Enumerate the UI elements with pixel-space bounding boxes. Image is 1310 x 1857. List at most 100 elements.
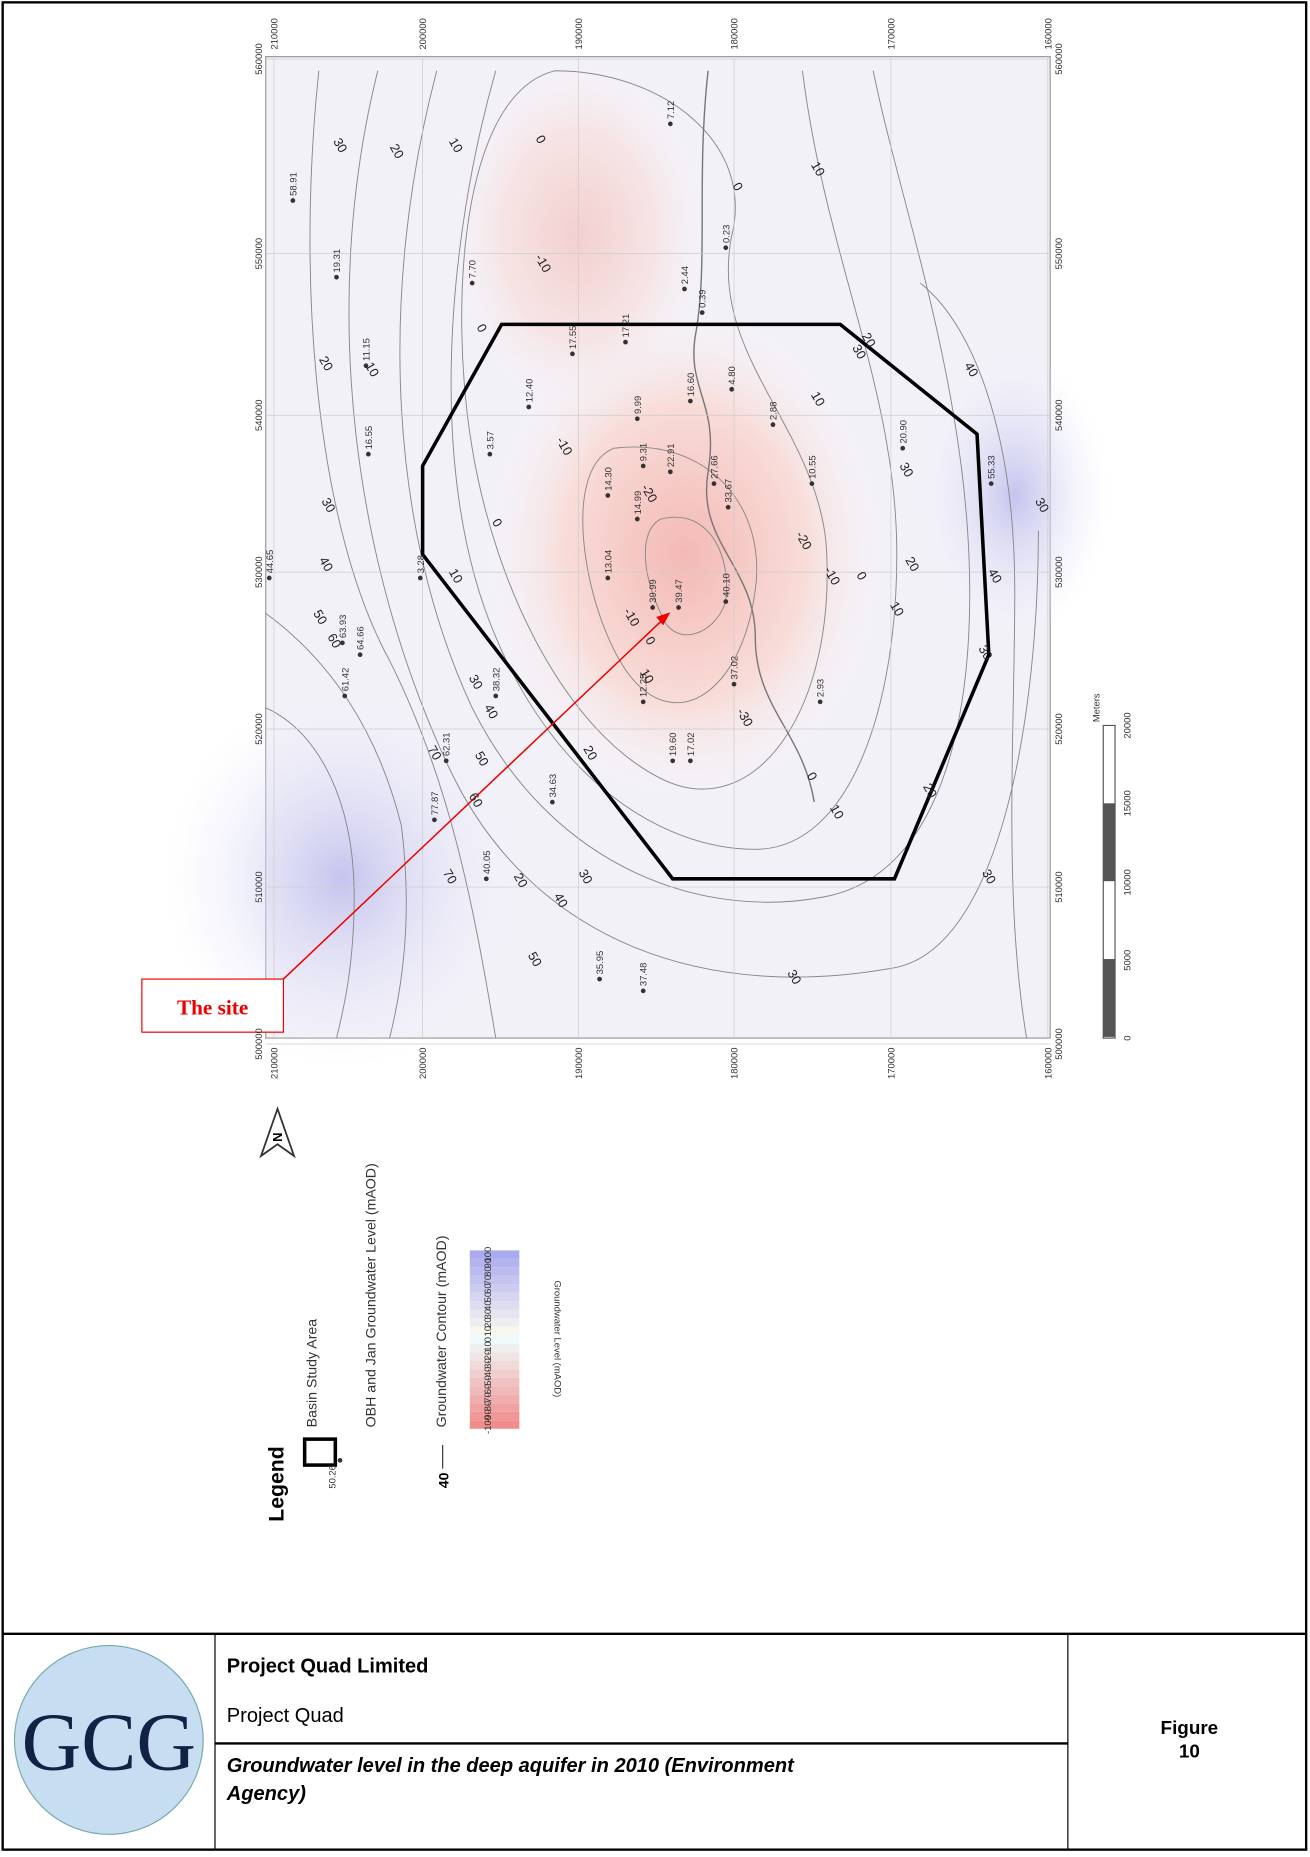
colorbar-cell xyxy=(470,1301,520,1309)
well xyxy=(635,517,640,522)
legend-item: Groundwater Contour (mAOD) xyxy=(433,1236,449,1428)
colorbar-cell xyxy=(470,1310,520,1318)
well xyxy=(641,989,646,994)
well xyxy=(432,817,437,822)
colorbar-cell xyxy=(470,1318,520,1326)
north-arrow: N xyxy=(261,1109,294,1156)
well-label: 3.28 xyxy=(415,555,426,573)
easting-label: 530000 xyxy=(1053,556,1064,587)
well xyxy=(650,605,655,610)
northing-label: 200000 xyxy=(417,18,428,49)
northing-label: 160000 xyxy=(1042,1048,1053,1079)
easting-label: 550000 xyxy=(1053,238,1064,269)
well xyxy=(358,652,363,657)
well-label: 35.95 xyxy=(594,951,605,975)
well-label: 17.02 xyxy=(685,733,696,757)
well xyxy=(493,694,498,699)
svg-text:N: N xyxy=(270,1132,285,1141)
northing-label: 190000 xyxy=(573,1048,584,1079)
well-label: 14.30 xyxy=(602,467,613,491)
well-label: 33.67 xyxy=(723,479,734,503)
well xyxy=(267,576,272,581)
footer: GCG Project Quad Limited Project Quad Gr… xyxy=(3,1634,1306,1850)
well-label: 14.99 xyxy=(632,491,643,515)
northing-label: 180000 xyxy=(729,18,740,49)
easting-label: 560000 xyxy=(253,43,264,74)
colorbar-cell xyxy=(470,1344,520,1352)
project: Project Quad xyxy=(227,1705,344,1727)
well-label: 64.66 xyxy=(355,626,366,650)
well xyxy=(900,446,905,451)
well xyxy=(334,275,339,280)
colorbar-cell xyxy=(470,1276,520,1284)
well xyxy=(818,700,823,705)
easting-label: 510000 xyxy=(253,871,264,902)
well-label: 19.60 xyxy=(667,733,678,757)
well-label: 10.55 xyxy=(806,455,817,479)
northing-label: 180000 xyxy=(729,1048,740,1079)
well-label: 40.10 xyxy=(720,573,731,597)
well xyxy=(771,422,776,427)
colorbar-cell xyxy=(470,1386,520,1394)
colorbar-cell xyxy=(470,1259,520,1267)
northing-label: 170000 xyxy=(885,18,896,49)
figure-number: 10 xyxy=(1179,1741,1200,1762)
well-label: 7.70 xyxy=(467,260,478,278)
well xyxy=(641,464,646,469)
well-label: 9.99 xyxy=(632,396,643,414)
well-label: 13.04 xyxy=(602,550,613,574)
legend-sample: 40 xyxy=(436,1472,452,1488)
well xyxy=(635,416,640,421)
easting-label: 540000 xyxy=(1053,399,1064,430)
scale-tick: 0 xyxy=(1121,1035,1132,1040)
colorbar-cell xyxy=(470,1335,520,1343)
well-label: 2.44 xyxy=(679,266,690,284)
well xyxy=(526,405,531,410)
well-label: 17.21 xyxy=(620,314,631,338)
well xyxy=(676,605,681,610)
well xyxy=(570,352,575,357)
northing-label: 160000 xyxy=(1042,18,1053,49)
well xyxy=(700,310,705,315)
well xyxy=(641,700,646,705)
colorbar-cell xyxy=(470,1369,520,1377)
well-label: 40.05 xyxy=(481,851,492,875)
easting-label: 520000 xyxy=(1053,713,1064,744)
well-label: 9.31 xyxy=(638,443,649,461)
scale-tick: 20000 xyxy=(1121,712,1132,738)
figure-title: Groundwater level in the deep aquifer in… xyxy=(226,1755,795,1805)
well-label: 58.91 xyxy=(287,172,298,196)
well-label: 16.55 xyxy=(363,426,374,450)
well-label: 20.90 xyxy=(897,420,908,444)
well-label: 0.39 xyxy=(697,290,708,308)
colorbar-cell xyxy=(470,1361,520,1369)
well xyxy=(989,481,994,486)
well xyxy=(366,452,371,457)
northing-label: 170000 xyxy=(885,1048,896,1079)
scale-unit: Meters xyxy=(1091,693,1102,722)
northing-label: 200000 xyxy=(417,1048,428,1079)
well-label: 55.33 xyxy=(986,455,997,479)
well-label: 44.65 xyxy=(264,550,275,574)
easting-label: 500000 xyxy=(253,1028,264,1059)
well-label: 17.55 xyxy=(567,326,578,350)
well xyxy=(682,287,687,292)
well-label: 0.23 xyxy=(720,225,731,243)
scale-tick: 10000 xyxy=(1121,869,1132,895)
scale-tick: 15000 xyxy=(1121,790,1132,816)
well xyxy=(668,469,673,474)
legend-sample: 50.26 xyxy=(326,1465,337,1489)
well xyxy=(342,694,347,699)
company: Project Quad Limited xyxy=(227,1656,429,1678)
easting-label: 530000 xyxy=(253,556,264,587)
well-label: 2.88 xyxy=(768,402,779,420)
colorbar-label: -100 xyxy=(482,1415,493,1434)
legend-well-symbol xyxy=(338,1458,343,1463)
well-label: 19.31 xyxy=(331,249,342,273)
easting-label: 560000 xyxy=(1053,43,1064,74)
well-label: 2.93 xyxy=(815,679,826,697)
well xyxy=(688,758,693,763)
colorbar-title: Groundwater Level (mAOD) xyxy=(553,1280,564,1397)
legend-area-symbol xyxy=(305,1439,336,1465)
northing-label: 210000 xyxy=(269,18,280,49)
